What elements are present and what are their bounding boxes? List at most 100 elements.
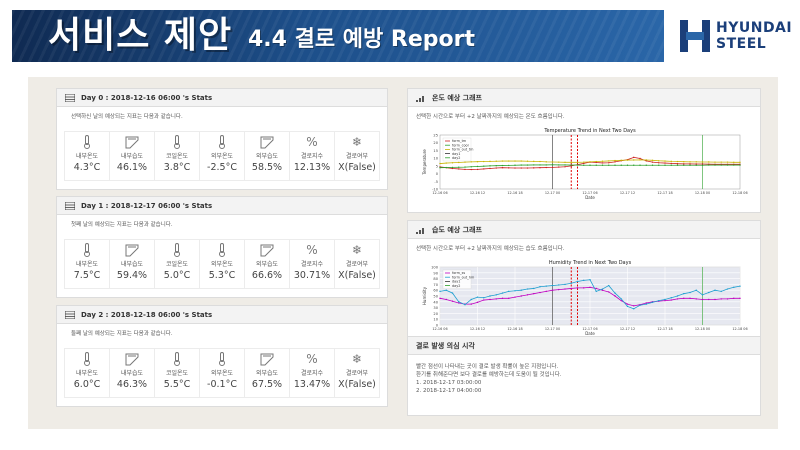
data-point	[583, 162, 585, 165]
data-point	[470, 303, 472, 305]
data-point	[458, 302, 460, 304]
data-point	[451, 166, 454, 169]
data-point	[451, 167, 454, 170]
x-tick-label: 12-16 06	[432, 327, 447, 331]
data-point	[545, 166, 547, 169]
humidity-icon	[260, 243, 274, 257]
data-point	[739, 164, 741, 166]
humidity-chart-description: 선택한 시간으로 부터 +2 날짜까지의 예상되는 습도 흐름입니다.	[416, 246, 565, 252]
data-point	[701, 161, 704, 163]
x-tick-label: 12-17 00	[545, 327, 560, 331]
data-point	[576, 164, 579, 166]
data-point	[564, 164, 566, 166]
data-point	[558, 288, 560, 291]
data-point	[589, 161, 591, 163]
x-tick-label: 12-17 06	[582, 191, 597, 195]
data-point	[676, 295, 679, 297]
data-point	[558, 161, 560, 163]
data-point	[601, 162, 604, 164]
data-point	[458, 166, 460, 168]
humidity-chart-header: 습도 예상 그래프	[408, 221, 760, 239]
thermometer-icon	[80, 352, 94, 366]
thermometer-icon	[170, 135, 184, 149]
data-point	[564, 161, 566, 164]
day-2-title: Day 2 : 2018-12-18 06:00 's Stats	[81, 310, 213, 319]
x-tick-label: 12-17 00	[545, 191, 560, 195]
data-point	[645, 159, 647, 161]
data-point	[551, 289, 554, 291]
stat-condensation-index: % 결로지수 30.71%	[290, 240, 335, 288]
y-tick-label: 20	[433, 141, 438, 145]
percent-icon: %	[306, 243, 318, 257]
data-point	[439, 167, 441, 169]
data-point	[733, 286, 735, 288]
data-point	[658, 299, 660, 302]
data-point	[445, 162, 447, 164]
stat-label: 내부온도	[75, 370, 99, 377]
data-point	[683, 163, 685, 165]
data-point	[533, 164, 535, 166]
data-point	[514, 296, 516, 298]
stat-label: 외부습도	[255, 370, 279, 377]
x-tick-label: 12-17 18	[657, 191, 672, 195]
legend-label: form_out_hm	[452, 275, 475, 279]
data-point	[626, 305, 629, 308]
data-point	[739, 297, 741, 300]
data-point	[689, 161, 691, 163]
day-0-title: Day 0 : 2018-12-16 06:00 's Stats	[81, 93, 213, 102]
data-point	[564, 166, 566, 168]
data-point	[676, 160, 679, 163]
data-point	[601, 160, 604, 162]
stat-label: 외부온도	[210, 153, 234, 160]
data-point	[620, 298, 622, 300]
data-point	[483, 299, 485, 301]
data-point	[526, 164, 529, 166]
data-point	[601, 289, 604, 291]
stat-outer-temp: 외부온도 5.3°C	[200, 240, 245, 288]
data-point	[739, 161, 741, 164]
stat-label: 코일온도	[165, 261, 189, 268]
data-point	[458, 168, 460, 170]
data-point	[589, 279, 591, 281]
data-point	[701, 294, 704, 296]
data-point	[558, 284, 560, 286]
events-line: 1. 2018-12-17 03:00:00	[416, 380, 482, 386]
y-tick-label: -5	[434, 180, 438, 184]
data-point	[639, 159, 641, 161]
stat-value: 7.5°C	[73, 270, 101, 281]
data-point	[495, 160, 497, 162]
data-point	[526, 160, 529, 162]
stat-value: 66.6%	[251, 270, 283, 281]
data-point	[701, 163, 704, 165]
humidity-icon	[260, 352, 274, 366]
y-tick-label: 40	[433, 300, 438, 304]
data-point	[651, 301, 654, 304]
data-point	[589, 286, 591, 288]
data-point	[720, 290, 722, 293]
data-point	[614, 292, 616, 294]
data-point	[451, 300, 454, 302]
data-point	[570, 282, 572, 284]
humidity-icon	[260, 135, 274, 149]
data-point	[539, 160, 541, 163]
stat-inner-temp: 내부온도 6.0°C	[65, 349, 110, 397]
data-point	[714, 164, 716, 166]
page-subtitle: 4.4 결로 예방 Report	[248, 27, 476, 52]
data-point	[714, 298, 716, 301]
stat-value: 30.71%	[293, 270, 331, 281]
stat-value: 46.1%	[116, 162, 148, 173]
data-point	[501, 297, 504, 300]
data-point	[708, 291, 710, 294]
data-point	[514, 164, 516, 166]
chart-title: Temperature Trend in Next Two Days	[543, 128, 636, 134]
data-point	[645, 164, 647, 166]
percent-icon: %	[306, 135, 318, 149]
data-point	[614, 161, 616, 163]
data-point	[608, 160, 610, 162]
stat-value: 5.0°C	[163, 270, 191, 281]
day-0-header: Day 0 : 2018-12-16 06:00 's Stats	[57, 89, 387, 107]
signal-bars-icon	[416, 94, 426, 102]
data-point	[514, 290, 516, 292]
data-point	[495, 294, 497, 296]
data-point	[739, 285, 741, 287]
